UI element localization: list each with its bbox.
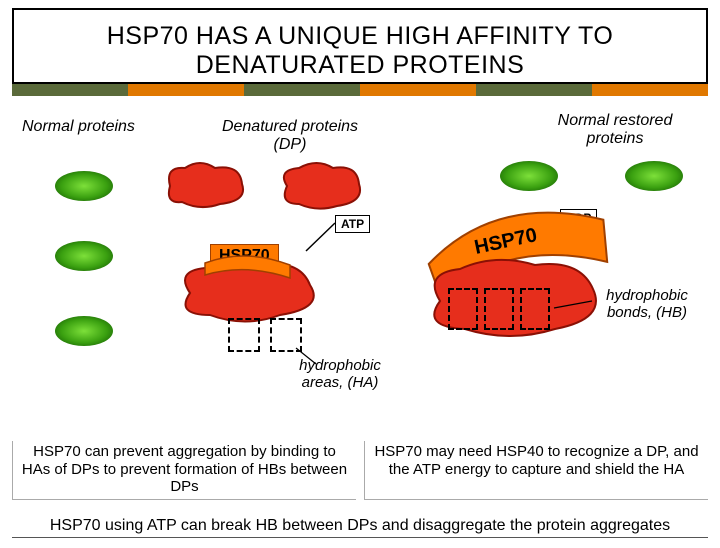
title-box: HSP70 HAS A UNIQUE HIGH AFFINITY TO DENA… [12,8,708,84]
label-sub: (DP) [274,136,307,153]
label-text: Normal restored [558,112,673,129]
protein-denatured-icon [275,158,365,213]
label-denatured-proteins: Denatured proteins (DP) [200,118,380,153]
protein-normal-icon [55,241,113,271]
caption-right: HSP70 may need HSP40 to recognize a DP, … [364,441,708,500]
accent-color-bar [12,84,708,96]
dashed-hb-box [484,288,514,330]
page-title: HSP70 HAS A UNIQUE HIGH AFFINITY TO DENA… [34,22,686,80]
dashed-hb-box [520,288,550,330]
label-normal-proteins: Normal proteins [22,118,135,136]
label-text: Denatured proteins [222,118,358,135]
protein-normal-icon [55,316,113,346]
connector-line [300,221,340,256]
label-sub: bonds, (HB) [607,304,687,321]
protein-denatured-icon [160,156,250,211]
label-normal-restored: Normal restored proteins [540,112,690,147]
dashed-ha-box [228,318,260,352]
diagram-canvas: Normal proteins Denatured proteins (DP) … [0,96,720,476]
caption-left: HSP70 can prevent aggregation by binding… [12,441,356,500]
protein-normal-icon [500,161,558,191]
footer-caption: HSP70 using ATP can break HB between DPs… [12,517,708,538]
dashed-hb-box [448,288,478,330]
label-sub: proteins [587,130,644,147]
protein-normal-icon [55,171,113,201]
caption-row: HSP70 can prevent aggregation by binding… [12,441,708,500]
label-sub: areas, (HA) [302,374,379,391]
connector-line [294,346,324,366]
protein-normal-icon [625,161,683,191]
connector-line [552,298,597,313]
label-text: hydrophobic [606,287,688,304]
label-hydrophobic-bonds: hydrophobic bonds, (HB) [592,288,702,321]
atp-label: ATP [335,215,370,233]
